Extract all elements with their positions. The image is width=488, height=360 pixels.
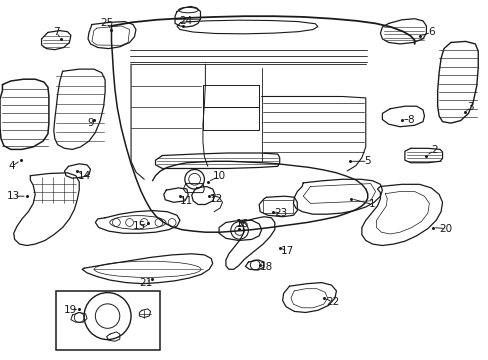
Text: 21: 21 bbox=[139, 278, 152, 288]
Text: 18: 18 bbox=[259, 262, 273, 272]
Text: 11: 11 bbox=[180, 196, 193, 206]
Text: 4: 4 bbox=[9, 161, 16, 171]
Text: 15: 15 bbox=[132, 221, 146, 231]
Text: 19: 19 bbox=[64, 305, 78, 315]
Text: 24: 24 bbox=[179, 16, 192, 26]
Text: 5: 5 bbox=[364, 156, 370, 166]
Text: 1: 1 bbox=[368, 199, 375, 210]
Text: 20: 20 bbox=[439, 224, 451, 234]
Text: 22: 22 bbox=[325, 297, 339, 307]
Text: 6: 6 bbox=[427, 27, 434, 37]
Text: 16: 16 bbox=[235, 219, 248, 229]
Text: 10: 10 bbox=[212, 171, 225, 181]
Text: 12: 12 bbox=[209, 194, 223, 204]
Bar bbox=[56, 291, 160, 350]
Text: 8: 8 bbox=[407, 114, 413, 125]
Text: 13: 13 bbox=[7, 191, 20, 201]
Bar bbox=[263, 200, 293, 213]
Text: 25: 25 bbox=[100, 18, 113, 28]
Text: 23: 23 bbox=[274, 208, 287, 218]
Text: 7: 7 bbox=[53, 27, 60, 37]
Text: 3: 3 bbox=[466, 102, 473, 112]
Text: 17: 17 bbox=[280, 246, 294, 256]
Text: 9: 9 bbox=[87, 118, 94, 128]
Text: 2: 2 bbox=[430, 145, 437, 156]
Text: 14: 14 bbox=[77, 171, 91, 181]
